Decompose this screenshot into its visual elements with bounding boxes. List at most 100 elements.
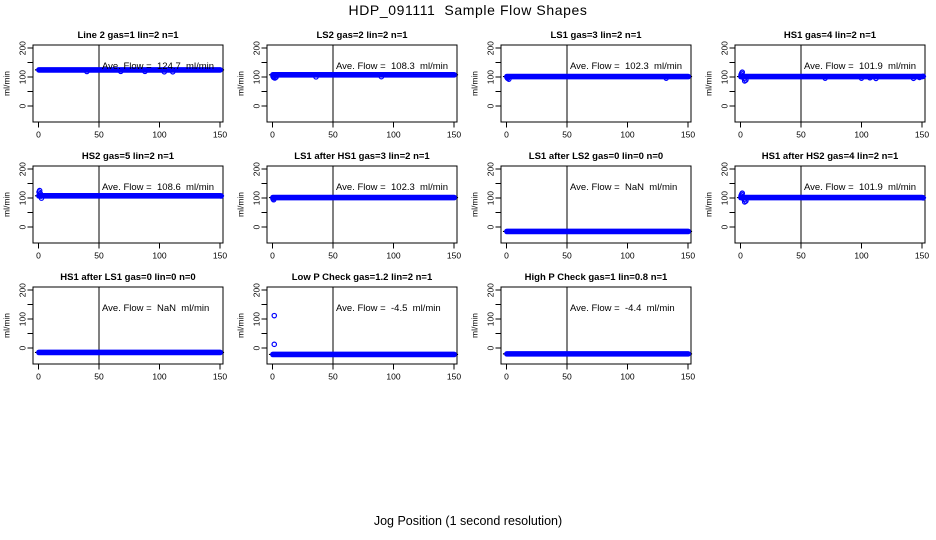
y-axis-label: ml/min — [470, 71, 480, 96]
x-tick-label: 50 — [562, 372, 572, 382]
flow-point — [378, 73, 385, 80]
subplot-svg: 0 100 200 ml/min 0 50 100 150 Ave. Flow = NaN ml… — [470, 151, 696, 261]
x-tick-label: 0 — [36, 372, 41, 382]
subplot-svg: 0 100 200 ml/min 0 50 100 150 Ave. Flow = NaN ml… — [2, 272, 228, 382]
subplot-5: 0 100 200 ml/min 0 50 100 150 Ave. Flow = 108.6 … — [0, 145, 234, 280]
ave-flow-annotation: Ave. Flow = -4.4 ml/min — [570, 303, 675, 314]
y-tick-label: 100 — [18, 70, 28, 84]
flow-bar — [504, 228, 691, 235]
x-tick-label: 150 — [213, 372, 227, 382]
y-axis-label: ml/min — [2, 71, 12, 96]
y-tick-label: 100 — [720, 191, 730, 205]
subplot-3: 0 100 200 ml/min 0 50 100 150 Ave. Flow = 102.3 … — [468, 24, 702, 159]
subplot-title: LS1 after LS2 gas=0 lin=0 n=0 — [529, 151, 663, 162]
x-tick-label: 100 — [620, 130, 634, 140]
ave-flow-annotation: Ave. Flow = 124.7 ml/min — [102, 61, 214, 72]
flow-bar — [36, 349, 223, 356]
subplot-title: LS2 gas=2 lin=2 n=1 — [316, 30, 408, 41]
flow-point — [663, 75, 669, 81]
y-tick-label: 200 — [252, 162, 262, 176]
subplot-10: 0 100 200 ml/min 0 50 100 150 Ave. Flow = -4.5 m… — [234, 266, 468, 401]
flow-point — [117, 68, 124, 75]
y-tick-label: 0 — [18, 345, 28, 350]
x-tick-label: 50 — [328, 372, 338, 382]
x-tick-label: 150 — [447, 372, 461, 382]
flow-bar — [504, 351, 691, 357]
subplot-1: 0 100 200 ml/min 0 50 100 150 Ave. Flow = 124.7 … — [0, 24, 234, 159]
plot-box — [32, 165, 224, 244]
flow-point — [313, 74, 319, 80]
flow-point — [822, 75, 828, 81]
y-tick-label: 200 — [720, 41, 730, 55]
flow-points — [84, 68, 176, 75]
subplot-title: HS1 after HS2 gas=4 lin=2 n=1 — [762, 151, 899, 162]
subplot-svg: 0 100 200 ml/min 0 50 100 150 Ave. Flow = 108.6 … — [2, 151, 228, 261]
x-tick-label: 0 — [504, 372, 509, 382]
flow-point — [910, 75, 917, 82]
flow-point — [920, 73, 926, 80]
x-tick-label: 0 — [504, 251, 509, 261]
subplot-2: 0 100 200 ml/min 0 50 100 150 Ave. Flow = 108.3 … — [234, 24, 468, 159]
flow-bar — [738, 73, 925, 80]
y-tick-label: 100 — [720, 70, 730, 84]
flow-point — [743, 77, 749, 83]
flow-point — [743, 198, 749, 204]
y-tick-label: 0 — [720, 103, 730, 108]
x-tick-label: 100 — [620, 372, 634, 382]
x-tick-label: 50 — [562, 130, 572, 140]
x-tick-label: 100 — [854, 251, 868, 261]
plot-box — [734, 165, 926, 244]
flow-bar — [738, 194, 925, 201]
ave-flow-annotation: Ave. Flow = 108.6 ml/min — [102, 182, 214, 193]
y-tick-label: 0 — [18, 224, 28, 229]
flow-point — [36, 187, 43, 194]
ave-flow-annotation: Ave. Flow = 101.9 ml/min — [804, 182, 916, 193]
flow-point — [169, 68, 176, 75]
x-tick-label: 50 — [94, 372, 104, 382]
flow-point — [270, 196, 277, 203]
x-tick-label: 150 — [681, 251, 695, 261]
x-tick-label: 150 — [681, 372, 695, 382]
y-tick-label: 0 — [252, 345, 262, 350]
subplot-svg: 0 100 200 ml/min 0 50 100 150 Ave. Flow = 124.7 … — [2, 30, 228, 140]
subplot-6: 0 100 200 ml/min 0 50 100 150 Ave. Flow = 102.3 … — [234, 145, 468, 280]
y-tick-label: 200 — [18, 41, 28, 55]
y-tick-label: 0 — [486, 224, 496, 229]
x-tick-label: 0 — [36, 251, 41, 261]
shared-x-axis-label: Jog Position (1 second resolution) — [373, 514, 563, 528]
y-tick-label: 200 — [18, 283, 28, 297]
y-axis-label: ml/min — [2, 192, 12, 217]
plot-box — [266, 44, 458, 123]
x-tick-label: 50 — [328, 251, 338, 261]
subplot-svg: 0 100 200 ml/min 0 50 100 150 Ave. Flow = 102.3 … — [236, 151, 462, 261]
x-tick-label: 150 — [915, 251, 929, 261]
flow-point — [506, 76, 512, 82]
subplot-9: 0 100 200 ml/min 0 50 100 150 Ave. Flow = NaN ml… — [0, 266, 234, 401]
subplot-title: High P Check gas=1 lin=0.8 n=1 — [525, 272, 668, 283]
y-tick-label: 0 — [486, 103, 496, 108]
x-tick-label: 0 — [504, 130, 509, 140]
x-tick-label: 0 — [270, 372, 275, 382]
flow-point — [161, 68, 168, 75]
figure-title: HDP_091111 Sample Flow Shapes — [348, 2, 588, 18]
y-tick-label: 100 — [252, 191, 262, 205]
x-tick-label: 150 — [915, 130, 929, 140]
x-tick-label: 50 — [796, 251, 806, 261]
flow-points — [270, 195, 277, 203]
y-tick-label: 100 — [486, 70, 496, 84]
flow-point — [142, 68, 148, 75]
ave-flow-annotation: Ave. Flow = 108.3 ml/min — [336, 61, 448, 72]
y-tick-label: 200 — [486, 283, 496, 297]
flow-point — [38, 195, 45, 201]
x-tick-label: 100 — [854, 130, 868, 140]
flow-points — [270, 73, 385, 81]
x-tick-label: 50 — [94, 251, 104, 261]
subplot-title: Low P Check gas=1.2 lin=2 n=1 — [292, 272, 433, 283]
x-tick-label: 150 — [213, 251, 227, 261]
flow-bar — [270, 72, 457, 78]
flow-bar — [270, 194, 457, 201]
subplot-8: 0 100 200 ml/min 0 50 100 150 Ave. Flow = 101.9 … — [702, 145, 936, 280]
plot-box — [500, 44, 692, 123]
subplot-svg: 0 100 200 ml/min 0 50 100 150 Ave. Flow = 108.3 … — [236, 30, 462, 140]
